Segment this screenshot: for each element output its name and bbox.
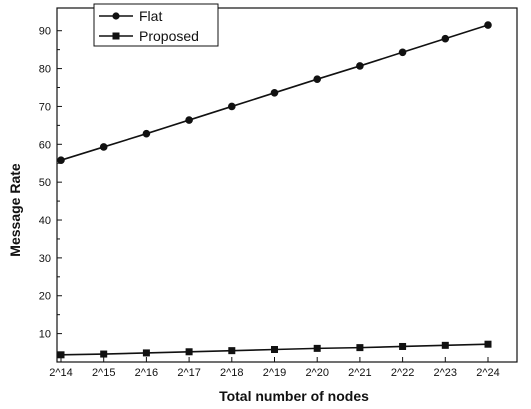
data-point-flat [142, 129, 151, 138]
x-tick-label: 2^24 [476, 367, 500, 379]
x-tick-label: 2^19 [263, 367, 287, 379]
data-point-proposed [313, 344, 321, 352]
legend-label-flat: Flat [139, 8, 162, 24]
x-tick-label: 2^23 [434, 367, 458, 379]
x-axis-label: Total number of nodes [219, 388, 369, 404]
y-tick-label: 90 [39, 26, 51, 38]
x-tick-label: 2^16 [135, 367, 159, 379]
data-point-flat [57, 156, 65, 165]
x-tick-label: 2^17 [177, 367, 201, 379]
data-point-flat [228, 102, 236, 111]
data-point-proposed [356, 344, 364, 352]
x-tick-label: 2^22 [391, 367, 415, 379]
y-axis-label: Message Rate [7, 163, 23, 257]
y-tick-label: 70 [39, 101, 51, 113]
y-tick-label: 50 [39, 177, 51, 189]
data-point-flat [356, 62, 364, 70]
legend-marker-flat [112, 12, 120, 20]
y-tick-label: 40 [39, 215, 51, 227]
data-point-proposed [142, 349, 150, 357]
y-tick-label: 30 [39, 253, 51, 265]
y-tick-label: 10 [39, 329, 51, 341]
data-point-proposed [185, 348, 193, 356]
legend: Flat Proposed [93, 3, 219, 47]
data-point-flat [484, 21, 492, 29]
data-point-flat [441, 34, 450, 43]
legend-marker-proposed [112, 32, 120, 40]
plot-frame [56, 7, 518, 363]
y-tick-label: 60 [39, 139, 51, 151]
data-point-flat [185, 116, 193, 124]
x-tick-label: 2^18 [220, 367, 244, 379]
x-tick-label: 2^20 [305, 367, 329, 379]
data-point-flat [99, 143, 108, 151]
data-point-proposed [484, 340, 492, 348]
data-point-proposed [441, 341, 449, 349]
y-tick-label: 80 [39, 64, 51, 76]
data-point-proposed [228, 347, 236, 355]
data-point-proposed [399, 342, 407, 350]
data-point-flat [398, 48, 407, 57]
x-tick-label: 2^14 [49, 367, 73, 379]
data-point-proposed [271, 346, 278, 354]
x-tick-label: 2^15 [92, 367, 116, 379]
data-point-flat [270, 89, 279, 97]
data-point-proposed [57, 351, 65, 359]
legend-label-proposed: Proposed [139, 28, 199, 44]
y-tick-label: 20 [39, 291, 51, 303]
data-point-proposed [100, 350, 108, 358]
x-tick-label: 2^21 [348, 367, 372, 379]
data-point-flat [313, 75, 322, 83]
